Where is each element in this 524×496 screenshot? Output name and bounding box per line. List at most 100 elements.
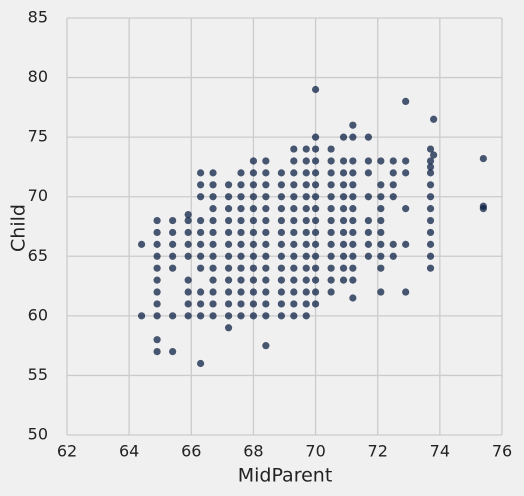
point (302, 181, 310, 189)
point (262, 264, 270, 272)
point (237, 288, 245, 296)
point (249, 216, 258, 225)
point (479, 202, 487, 210)
point (153, 276, 161, 284)
x-tick-label: 62 (57, 442, 77, 461)
point (302, 205, 310, 213)
point (311, 300, 320, 308)
point (290, 193, 298, 201)
point (377, 216, 385, 225)
point (290, 300, 298, 308)
point (209, 288, 217, 296)
point (339, 240, 348, 248)
point (377, 157, 385, 165)
point (237, 276, 245, 284)
point (197, 359, 205, 368)
point (389, 169, 397, 177)
point (169, 252, 177, 260)
point (290, 276, 298, 284)
point (349, 228, 357, 237)
point (197, 252, 205, 260)
point (426, 205, 435, 213)
point (290, 169, 298, 177)
point (311, 264, 320, 272)
x-tick-label: 76 (492, 442, 512, 461)
point (237, 312, 245, 320)
point (349, 264, 357, 272)
point (209, 205, 217, 213)
point (290, 145, 298, 153)
point (277, 312, 285, 320)
point (277, 228, 285, 237)
point (277, 181, 285, 189)
x-tick-label: 68 (243, 442, 263, 461)
point (426, 228, 435, 237)
point (262, 157, 270, 165)
point (327, 181, 335, 189)
y-tick-label: 85 (28, 8, 48, 27)
point (277, 276, 285, 284)
point (377, 252, 385, 260)
point (277, 205, 285, 213)
point (349, 169, 357, 177)
point (302, 252, 310, 260)
point (389, 193, 397, 201)
point (426, 264, 435, 272)
point (169, 348, 177, 356)
point (426, 252, 435, 260)
point (249, 228, 258, 237)
point (426, 181, 435, 189)
point (249, 252, 258, 260)
point (209, 252, 217, 260)
point (311, 157, 320, 165)
labels: MidParent Child 62 64 66 68 70 72 74 76 50 55 60 65… (8, 8, 513, 487)
point (311, 240, 320, 248)
y-tick-label: 80 (28, 67, 48, 86)
point (224, 264, 233, 272)
y-tick-label: 65 (28, 246, 48, 265)
point (249, 276, 258, 284)
point (377, 205, 385, 213)
point (311, 133, 320, 141)
point (197, 216, 205, 225)
point (237, 216, 245, 225)
point (311, 85, 320, 94)
point (327, 228, 335, 237)
point (339, 181, 348, 189)
point (327, 205, 335, 213)
point (224, 324, 233, 332)
point (402, 288, 410, 296)
point (209, 169, 217, 177)
point (277, 288, 285, 296)
point (339, 276, 348, 284)
point (277, 169, 285, 177)
point (153, 336, 161, 344)
point (364, 228, 372, 237)
point (277, 240, 285, 248)
point (153, 228, 161, 237)
point (237, 205, 245, 213)
point (377, 181, 385, 189)
point (262, 181, 270, 189)
point (339, 252, 348, 260)
point (339, 216, 348, 225)
point (327, 145, 335, 153)
point (364, 240, 372, 248)
point (302, 240, 310, 248)
point (209, 240, 217, 248)
point (377, 264, 385, 272)
point (302, 312, 310, 320)
point (237, 300, 245, 308)
point (262, 228, 270, 237)
point (197, 288, 205, 296)
point (349, 276, 357, 284)
point (153, 348, 161, 356)
point (327, 193, 335, 201)
point (169, 240, 177, 248)
point (209, 216, 217, 225)
point (290, 312, 298, 320)
point (224, 228, 233, 237)
point (426, 240, 435, 248)
point (327, 240, 335, 248)
